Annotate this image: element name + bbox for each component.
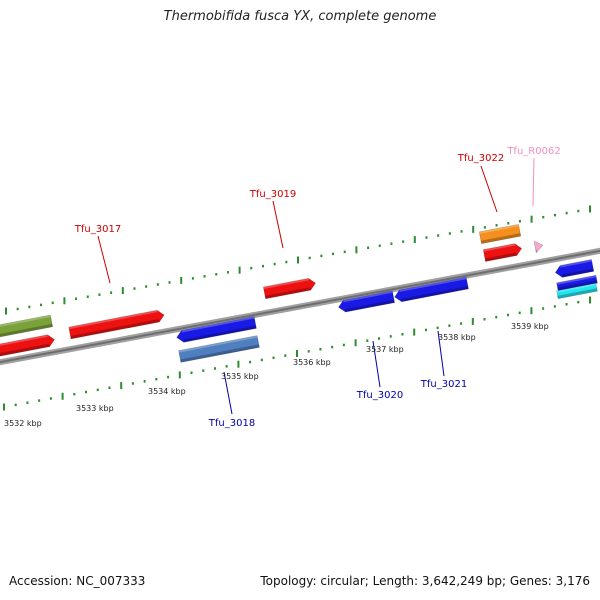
feature-cds-reverse[interactable] bbox=[176, 316, 257, 344]
ruler-label: 3533 kbp bbox=[76, 404, 114, 413]
ruler-label: 3535 kbp bbox=[221, 372, 259, 381]
leader-line bbox=[532, 157, 535, 207]
leader-line bbox=[372, 340, 381, 388]
feature-label[interactable]: Tfu_3019 bbox=[249, 189, 296, 200]
feature-cds-reverse[interactable] bbox=[394, 276, 469, 303]
feature-label[interactable]: Tfu_3021 bbox=[420, 379, 467, 390]
leader-line bbox=[437, 330, 445, 377]
upper-tick-ruler bbox=[5, 205, 591, 315]
accession-text: Accession: NC_007333 bbox=[9, 574, 146, 588]
feature-rna-forward[interactable] bbox=[533, 239, 544, 254]
feature-label[interactable]: Tfu_3022 bbox=[457, 153, 504, 164]
feature-label[interactable]: Tfu_3017 bbox=[74, 224, 121, 235]
feature-other-reverse[interactable] bbox=[556, 282, 598, 300]
ruler-label: 3538 kbp bbox=[438, 333, 476, 342]
feature-layer bbox=[0, 223, 598, 363]
feature-olive-forward[interactable] bbox=[0, 314, 53, 338]
ruler-label-layer: 3532 kbp 3533 kbp 3534 kbp 3535 kbp 3536 kbp… bbox=[4, 322, 549, 428]
genome-summary-text: Topology: circular; Length: 3,642,249 bp… bbox=[260, 574, 590, 588]
map-title: Thermobifida fusca YX, complete genome bbox=[163, 9, 437, 24]
leader-line bbox=[223, 371, 233, 415]
leader-line bbox=[272, 200, 284, 249]
feature-cds-forward[interactable] bbox=[68, 309, 166, 340]
ruler-label: 3539 kbp bbox=[511, 322, 549, 331]
genome-backbone-core bbox=[0, 249, 600, 364]
ruler-label: 3534 kbp bbox=[148, 387, 186, 396]
feature-cds-forward[interactable] bbox=[0, 334, 56, 357]
feature-gene-reverse[interactable] bbox=[178, 335, 260, 363]
feature-gene-forward[interactable] bbox=[478, 223, 522, 245]
feature-cds-reverse[interactable] bbox=[556, 274, 598, 292]
leader-line bbox=[480, 165, 498, 213]
feature-label[interactable]: Tfu_3018 bbox=[208, 418, 255, 429]
feature-cds-forward[interactable] bbox=[482, 243, 523, 262]
feature-label[interactable]: Tfu_3020 bbox=[356, 390, 403, 401]
feature-cds-reverse[interactable] bbox=[554, 259, 595, 279]
backbone-layer bbox=[0, 247, 600, 366]
label-layer: Tfu_3017 Tfu_3018 Tfu_3019 Tfu_3020 Tfu_3021… bbox=[74, 146, 561, 429]
feature-label[interactable]: Tfu_R0062 bbox=[506, 146, 560, 157]
feature-cds-reverse[interactable] bbox=[337, 290, 395, 313]
leader-line bbox=[97, 235, 111, 284]
ruler-label: 3537 kbp bbox=[366, 345, 404, 354]
ruler-label: 3532 kbp bbox=[4, 419, 42, 428]
ruler-label: 3536 kbp bbox=[293, 358, 331, 367]
lower-tick-ruler bbox=[3, 296, 591, 411]
feature-cds-forward[interactable] bbox=[262, 277, 316, 300]
